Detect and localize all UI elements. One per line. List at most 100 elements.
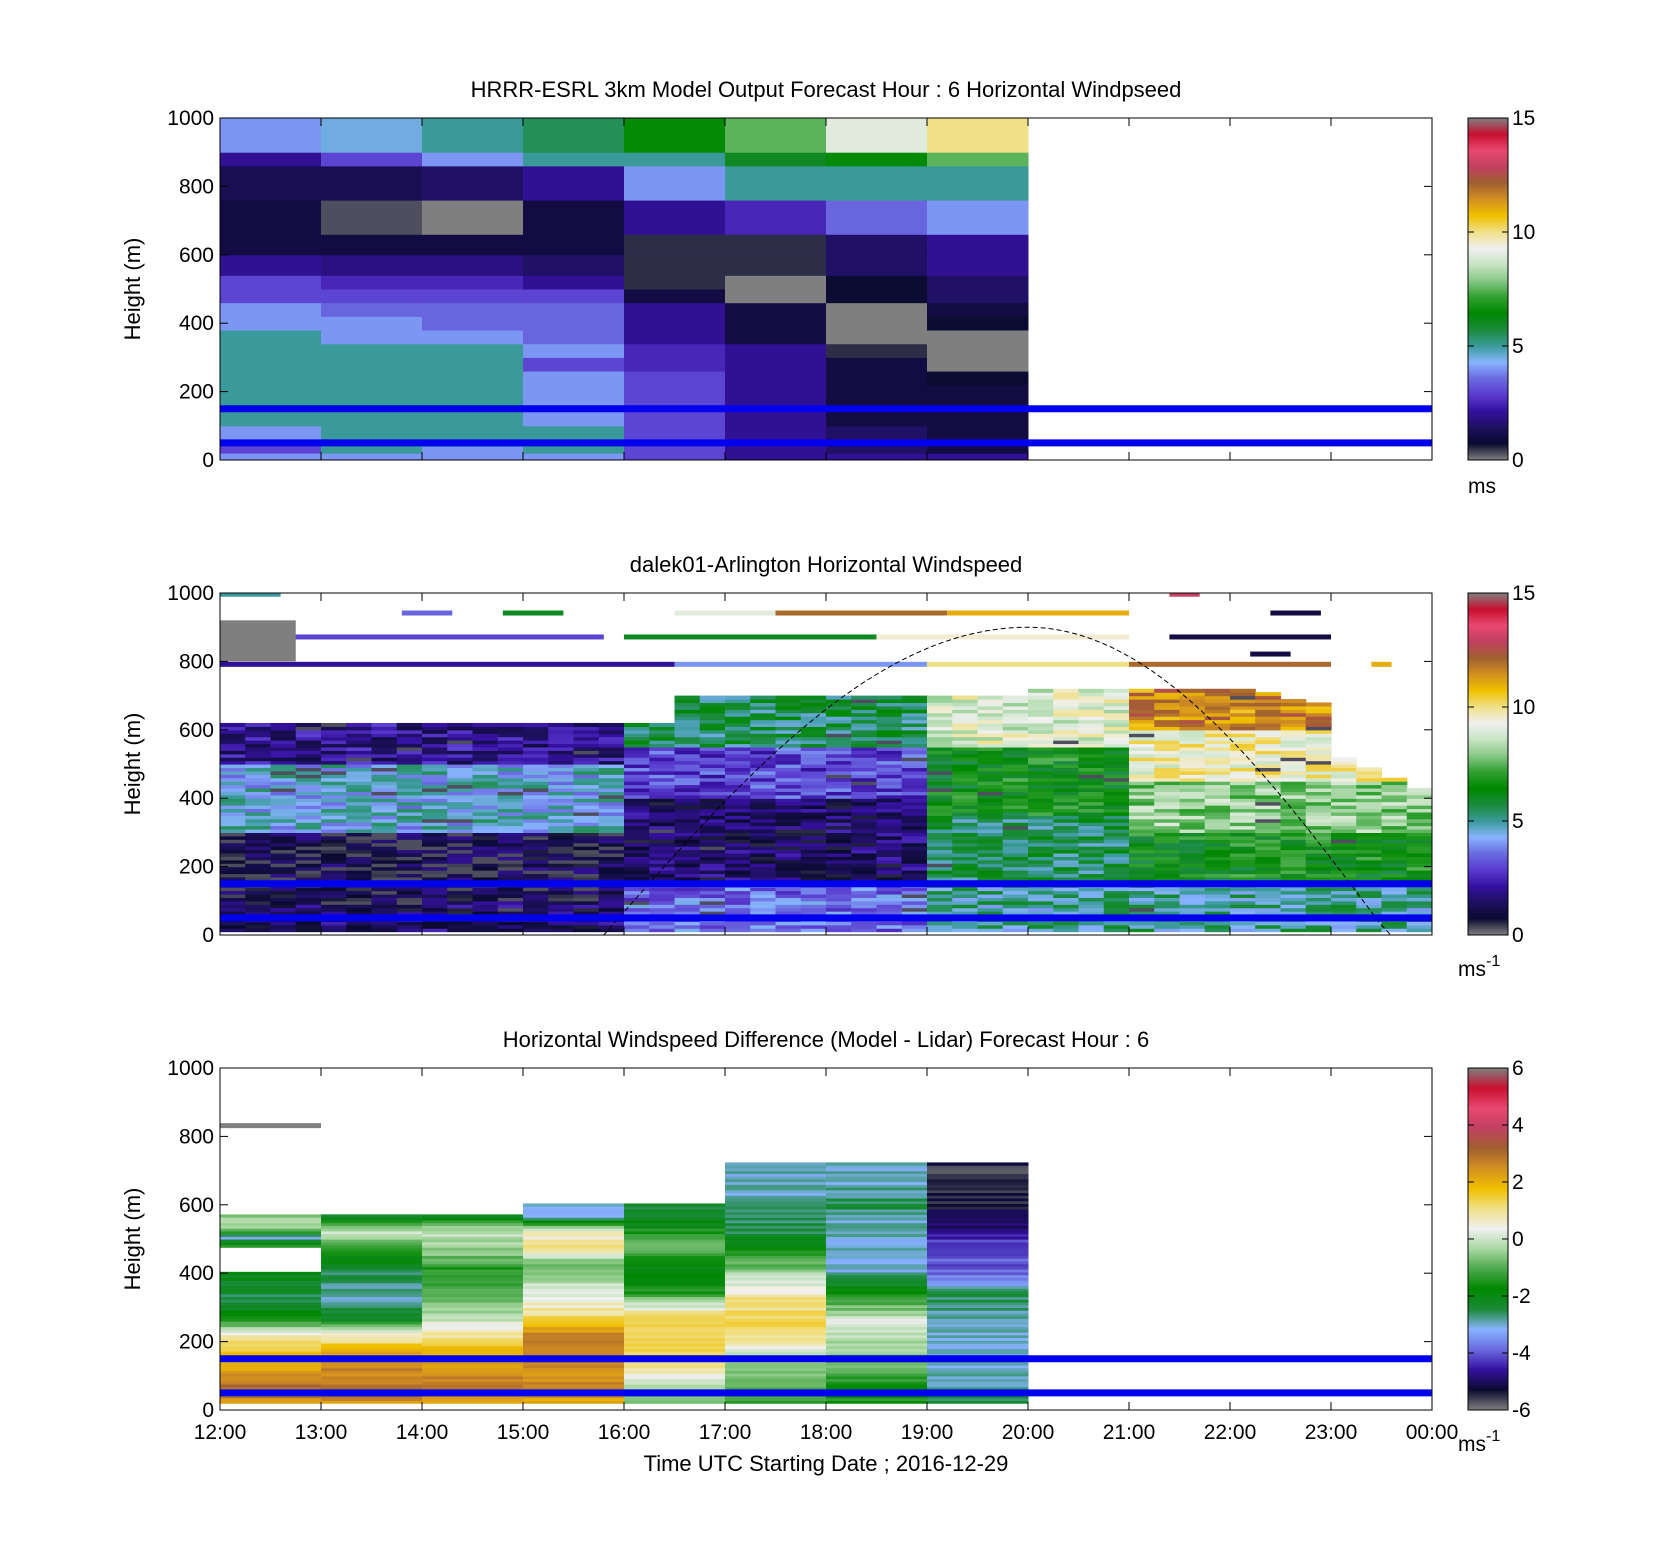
lidar-cell <box>1255 777 1282 782</box>
difference-cell <box>523 1203 625 1207</box>
lidar-cell <box>245 832 272 837</box>
difference-cell <box>725 1345 827 1350</box>
difference-cell <box>523 1394 625 1399</box>
lidar-cell <box>1331 904 1357 909</box>
lidar-cell <box>396 764 423 769</box>
lidar-cell <box>295 900 322 905</box>
lidar-cell <box>624 852 650 857</box>
lidar-cell <box>1204 907 1231 912</box>
lidar-cell <box>674 712 701 717</box>
lidar-cell <box>927 876 953 881</box>
lidar-cell <box>1230 832 1256 837</box>
difference-cell <box>725 1397 827 1402</box>
lidar-cell <box>649 746 676 751</box>
lidar-cell <box>699 921 726 926</box>
difference-cell <box>321 1296 423 1300</box>
lidar-cell <box>876 719 903 724</box>
lidar-cell <box>1002 736 1029 741</box>
lidar-cell <box>548 740 575 745</box>
lidar-cell <box>624 746 650 751</box>
lidar-cell <box>1154 736 1181 741</box>
lidar-cell <box>952 832 979 837</box>
difference-cell <box>523 1228 625 1232</box>
lidar-cell <box>1280 740 1307 745</box>
lidar-cell <box>548 852 575 857</box>
lidar-cell <box>321 832 347 837</box>
lidar-cell <box>1053 801 1080 806</box>
lidar-cell <box>1280 863 1307 868</box>
lidar-cell <box>1028 907 1054 912</box>
lidar-cell <box>422 924 448 929</box>
difference-cell <box>220 1310 322 1314</box>
difference-cell <box>220 1239 322 1243</box>
lidar-cell <box>1356 928 1383 933</box>
difference-cell <box>523 1334 625 1339</box>
lidar-cell <box>1255 702 1282 707</box>
lidar-cell <box>624 818 650 823</box>
lidar-cell <box>1381 893 1408 898</box>
difference-cell <box>927 1367 1029 1371</box>
lidar-cell <box>927 712 953 717</box>
lidar-cell <box>901 822 928 827</box>
lidar-cell <box>952 876 979 881</box>
lidar-cell <box>295 787 322 792</box>
lidar-cell <box>1204 856 1231 861</box>
lidar-cell <box>649 911 676 916</box>
lidar-cell <box>1406 815 1432 820</box>
lidar-cell <box>1028 870 1054 875</box>
lidar-cell <box>1255 753 1282 758</box>
lidar-cell <box>220 873 246 878</box>
lidar-cell <box>876 798 903 803</box>
lidar-cell <box>497 839 524 844</box>
lidar-cell <box>1280 856 1307 861</box>
lidar-cell <box>573 873 600 878</box>
difference-cell <box>927 1299 1029 1303</box>
lidar-cell <box>598 897 625 902</box>
lidar-cell <box>1230 743 1256 748</box>
lidar-cell <box>977 887 1004 892</box>
lidar-cell <box>775 726 802 731</box>
lidar-cell <box>977 839 1004 844</box>
lidar-cell <box>321 835 347 840</box>
lidar-cell <box>245 746 272 751</box>
lidar-cell <box>977 808 1004 813</box>
lidar-cell <box>851 859 878 864</box>
difference-cell <box>725 1337 827 1341</box>
lidar-cell <box>952 787 979 792</box>
model-cell <box>422 275 524 290</box>
lidar-cell <box>573 859 600 864</box>
lidar-cell <box>270 842 297 847</box>
lidar-cell <box>472 828 499 833</box>
lidar-cell <box>321 897 347 902</box>
difference-cell <box>523 1269 625 1273</box>
lidar-cell <box>1381 890 1408 895</box>
lidar-cell <box>1230 692 1256 697</box>
lidar-cell <box>1053 887 1080 892</box>
lidar-cell <box>1406 835 1432 840</box>
difference-cell <box>523 1247 625 1251</box>
lidar-streak <box>1270 610 1321 616</box>
lidar-cell <box>725 746 751 751</box>
lidar-cell <box>321 805 347 810</box>
lidar-cell <box>901 928 928 933</box>
lidar-cell <box>851 856 878 861</box>
lidar-cell <box>876 911 903 916</box>
lidar-cell <box>220 842 246 847</box>
lidar-cell <box>775 716 802 721</box>
lidar-cell <box>1129 767 1155 772</box>
lidar-cell <box>927 709 953 714</box>
lidar-cell <box>1280 722 1307 727</box>
difference-cell <box>927 1280 1029 1284</box>
daylight-curve <box>603 626 1432 936</box>
difference-cell <box>422 1241 524 1246</box>
model-cell <box>422 165 524 201</box>
difference-cell <box>220 1342 322 1347</box>
lidar-cell <box>674 900 701 905</box>
lidar-cell <box>1255 904 1282 909</box>
difference-cell <box>826 1219 928 1224</box>
lidar-cell <box>1255 736 1282 741</box>
lidar-cell <box>1356 798 1383 803</box>
lidar-cell <box>826 801 852 806</box>
lidar-cell <box>598 839 625 844</box>
lidar-cell <box>1129 921 1155 926</box>
